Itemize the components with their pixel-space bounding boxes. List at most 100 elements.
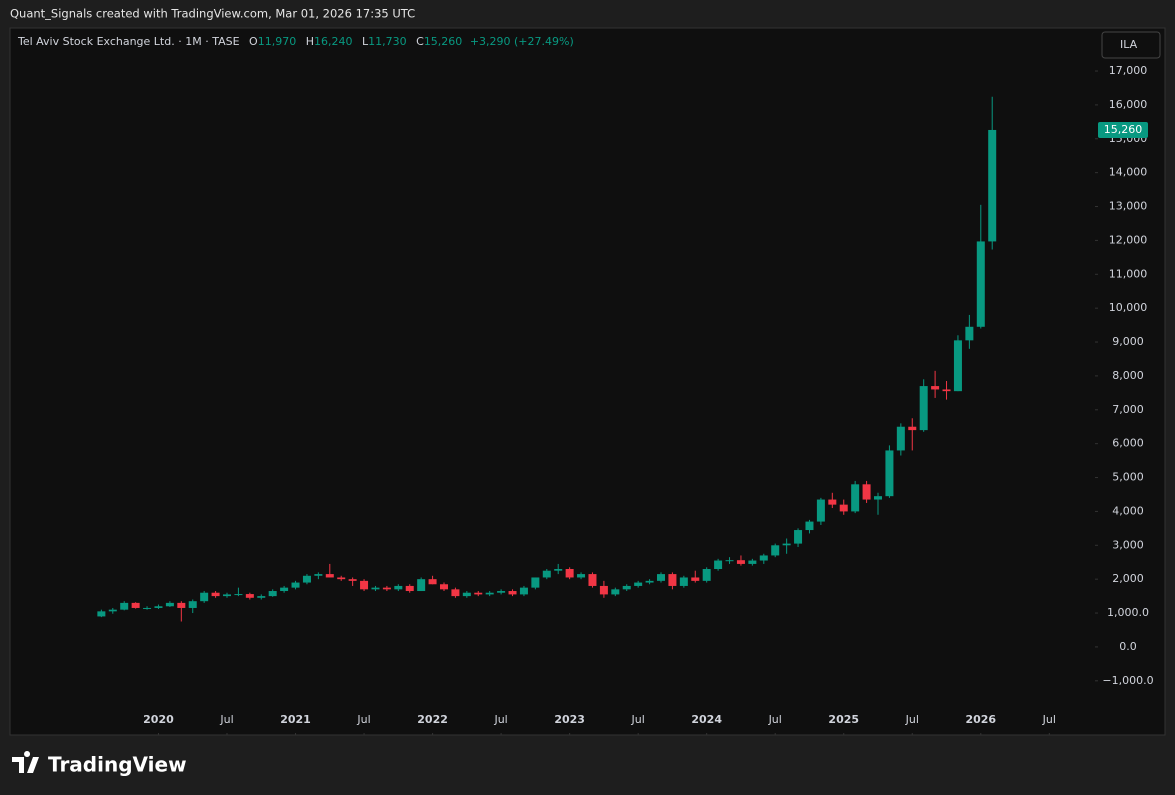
- candle-body: [554, 569, 563, 571]
- y-tick-label: 9,000: [1112, 335, 1144, 348]
- candle-body: [759, 555, 768, 561]
- x-tick-label: 2024: [691, 713, 722, 726]
- candle-body: [988, 129, 997, 242]
- candle-body: [451, 589, 460, 597]
- candle-body: [223, 594, 231, 597]
- candle-body: [519, 587, 528, 595]
- candle-body: [245, 594, 254, 598]
- candle-body: [874, 496, 882, 500]
- y-tick-label: 3,000: [1112, 538, 1144, 551]
- currency-button[interactable]: [1101, 31, 1161, 59]
- candle-body: [314, 574, 323, 576]
- candle-body: [280, 587, 289, 592]
- candle-body: [885, 450, 894, 497]
- y-tick-label: −1,000.0: [1102, 674, 1153, 687]
- legend: Tel Aviv Stock Exchange Ltd. · 1M · TASE…: [17, 35, 574, 48]
- candle-body: [382, 587, 391, 590]
- candle-body: [805, 521, 814, 531]
- candle-body: [188, 601, 197, 608]
- candle-body: [108, 609, 117, 612]
- x-tick-label: Jul: [356, 713, 370, 726]
- y-tick-label: 0.0: [1119, 640, 1137, 653]
- candle-body: [131, 602, 140, 608]
- open-label: O: [249, 35, 258, 48]
- candle-body: [668, 574, 677, 586]
- y-tick-label: 1,000.0: [1107, 606, 1149, 619]
- symbol: Tel Aviv Stock Exchange Ltd. · 1M · TASE: [17, 35, 240, 48]
- x-tick-label: 2025: [828, 713, 859, 726]
- candle-body: [588, 574, 597, 586]
- y-tick-label: 6,000: [1112, 437, 1144, 450]
- x-tick-label: Jul: [219, 713, 233, 726]
- candle-body: [839, 504, 848, 512]
- candle-body: [200, 592, 209, 602]
- candle-body: [816, 499, 825, 522]
- y-tick-label: 12,000: [1109, 233, 1148, 246]
- y-tick-label: 16,000: [1109, 98, 1148, 111]
- candle-body: [165, 602, 174, 607]
- candle-body: [302, 575, 311, 583]
- close-value: 15,260: [424, 35, 463, 48]
- candle-body: [725, 560, 734, 562]
- x-tick-label: Jul: [631, 713, 645, 726]
- candle-body: [976, 241, 985, 327]
- y-tick-label: 17,000: [1109, 64, 1148, 77]
- candle-body: [953, 340, 962, 392]
- candle-body: [405, 585, 414, 592]
- brand: TradingView: [48, 753, 187, 777]
- x-tick-label: 2020: [143, 713, 174, 726]
- logo: TradingView: [12, 751, 187, 777]
- last-price-label: 15,260: [1104, 123, 1143, 136]
- candle-body: [714, 560, 723, 570]
- candle-body: [736, 560, 745, 564]
- candle-body: [702, 569, 711, 581]
- candle-body: [611, 589, 620, 595]
- x-tick-label: 2026: [965, 713, 996, 726]
- last-price-tag: [1098, 121, 1148, 138]
- candle-body: [782, 543, 791, 546]
- high-value: 16,240: [314, 35, 353, 48]
- y-tick-label: 14,000: [1109, 166, 1148, 179]
- candle-body: [371, 587, 380, 590]
- candle-body: [896, 426, 905, 451]
- high-label: H: [306, 35, 314, 48]
- candle-body: [394, 585, 403, 590]
- candle-body: [360, 580, 369, 590]
- candle-body: [154, 606, 163, 608]
- chart-pane: [9, 27, 1166, 736]
- candle-body: [645, 580, 654, 583]
- y-tick-label: 11,000: [1109, 267, 1148, 280]
- candle-body: [348, 579, 357, 581]
- candle-body: [257, 596, 266, 598]
- x-tick-label: Jul: [1042, 713, 1056, 726]
- x-tick-label: Jul: [493, 713, 507, 726]
- candle-body: [794, 530, 803, 544]
- open-value: 11,970: [258, 35, 297, 48]
- candle-body: [771, 545, 780, 556]
- currency[interactable]: ILA: [1120, 38, 1138, 51]
- candle-body: [577, 574, 586, 578]
- candle-body: [234, 594, 243, 596]
- candle-body: [120, 602, 129, 610]
- candle-body: [211, 592, 220, 597]
- candle-body: [965, 326, 974, 341]
- candle-body: [657, 574, 665, 581]
- candle-body: [531, 577, 540, 588]
- candle-body: [474, 592, 483, 595]
- change: +3,290 (+27.49%): [470, 35, 574, 48]
- candle-body: [291, 582, 300, 588]
- candle-body: [417, 579, 426, 592]
- y-tick-label: 2,000: [1112, 572, 1144, 585]
- y-tick-label: 10,000: [1109, 301, 1148, 314]
- candle-body: [828, 499, 837, 505]
- candle-body: [599, 585, 608, 595]
- y-tick-label: 7,000: [1112, 403, 1144, 416]
- x-tick-label: Jul: [768, 713, 782, 726]
- logo-mark: [12, 751, 39, 773]
- x-tick-label: 2023: [554, 713, 585, 726]
- candles: [97, 96, 997, 622]
- x-tick-label: 2022: [417, 713, 448, 726]
- candle-body: [485, 592, 494, 595]
